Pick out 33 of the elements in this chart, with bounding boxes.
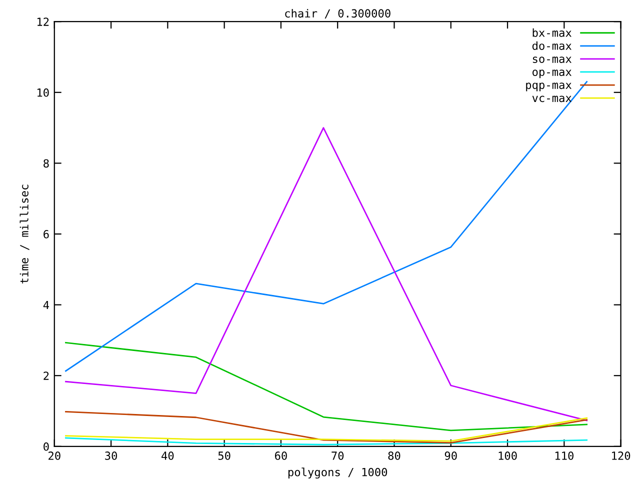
legend-label: bx-max: [532, 28, 572, 37]
y-tick-label: 10: [37, 88, 49, 97]
y-tick-label: 4: [43, 300, 50, 310]
chart-title: chair / 0.300000: [285, 8, 390, 18]
y-tick-label: 8: [44, 159, 49, 168]
legend-label: so-max: [532, 56, 572, 63]
line-series: [65, 81, 588, 372]
x-tick-label: 40: [162, 452, 174, 460]
x-tick-label: 90: [444, 452, 457, 460]
y-tick-label: 2: [44, 372, 49, 380]
x-tick-label: 60: [274, 452, 287, 460]
x-tick-label: 20: [48, 452, 60, 460]
x-tick-label: 110: [555, 452, 574, 460]
legend-label: op-max: [532, 70, 572, 78]
line-series: [65, 437, 588, 446]
legend-label: do-max: [532, 41, 572, 50]
line-series: [65, 342, 588, 432]
x-tick-label: 30: [105, 452, 118, 460]
x-axis-title: polygons / 1000: [288, 468, 388, 479]
x-tick-label: 50: [218, 452, 230, 460]
legend-label: pqp-max: [526, 82, 572, 92]
y-tick-label: 6: [44, 230, 49, 238]
line-series: [65, 417, 588, 442]
x-tick-label: 80: [388, 452, 400, 460]
x-tick-label: 70: [332, 452, 344, 460]
x-tick-label: 100: [498, 452, 517, 460]
x-tick-label: 120: [612, 452, 630, 460]
line-series: [65, 411, 588, 444]
line-series: [65, 127, 588, 422]
legend-label: vc-max: [532, 96, 572, 102]
y-tick-label: 12: [37, 18, 49, 26]
y-axis-title: time / millisec: [20, 184, 30, 284]
y-tick-label: 0: [44, 442, 49, 451]
